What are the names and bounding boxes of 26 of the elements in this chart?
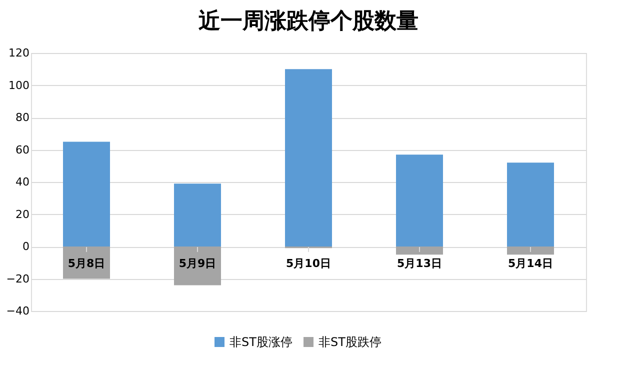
y-tick-label: 60: [16, 143, 30, 156]
chart-title: 近一周涨跌停个股数量: [198, 9, 418, 34]
y-tick-label: 120: [8, 46, 30, 60]
y-tick-label: 20: [16, 208, 30, 221]
bar: [507, 246, 554, 255]
x-tick-label: 5月14日: [508, 257, 553, 270]
bar: [396, 154, 443, 246]
y-tick-label: 40: [16, 176, 30, 188]
bar: [174, 184, 221, 246]
bar: [63, 142, 110, 246]
bar: [396, 246, 443, 255]
legend-label: 非ST股跌停: [318, 335, 382, 349]
y-tick-label: −20: [6, 272, 30, 286]
y-tick-label: −40: [6, 304, 30, 318]
bar: [63, 246, 110, 279]
x-tick-label: 5月13日: [397, 257, 442, 270]
legend-label: 非ST股涨停: [230, 335, 292, 349]
y-tick-label: 80: [16, 111, 30, 124]
bar: [285, 69, 332, 246]
bar: [507, 162, 554, 246]
x-tick-label: 5月8日: [68, 257, 106, 270]
y-tick-label: 0: [22, 240, 30, 253]
bar: [174, 246, 221, 286]
y-tick-label: 100: [8, 78, 30, 92]
x-tick-label: 5月9日: [178, 257, 216, 270]
x-tick-label: 5月10日: [286, 257, 331, 270]
